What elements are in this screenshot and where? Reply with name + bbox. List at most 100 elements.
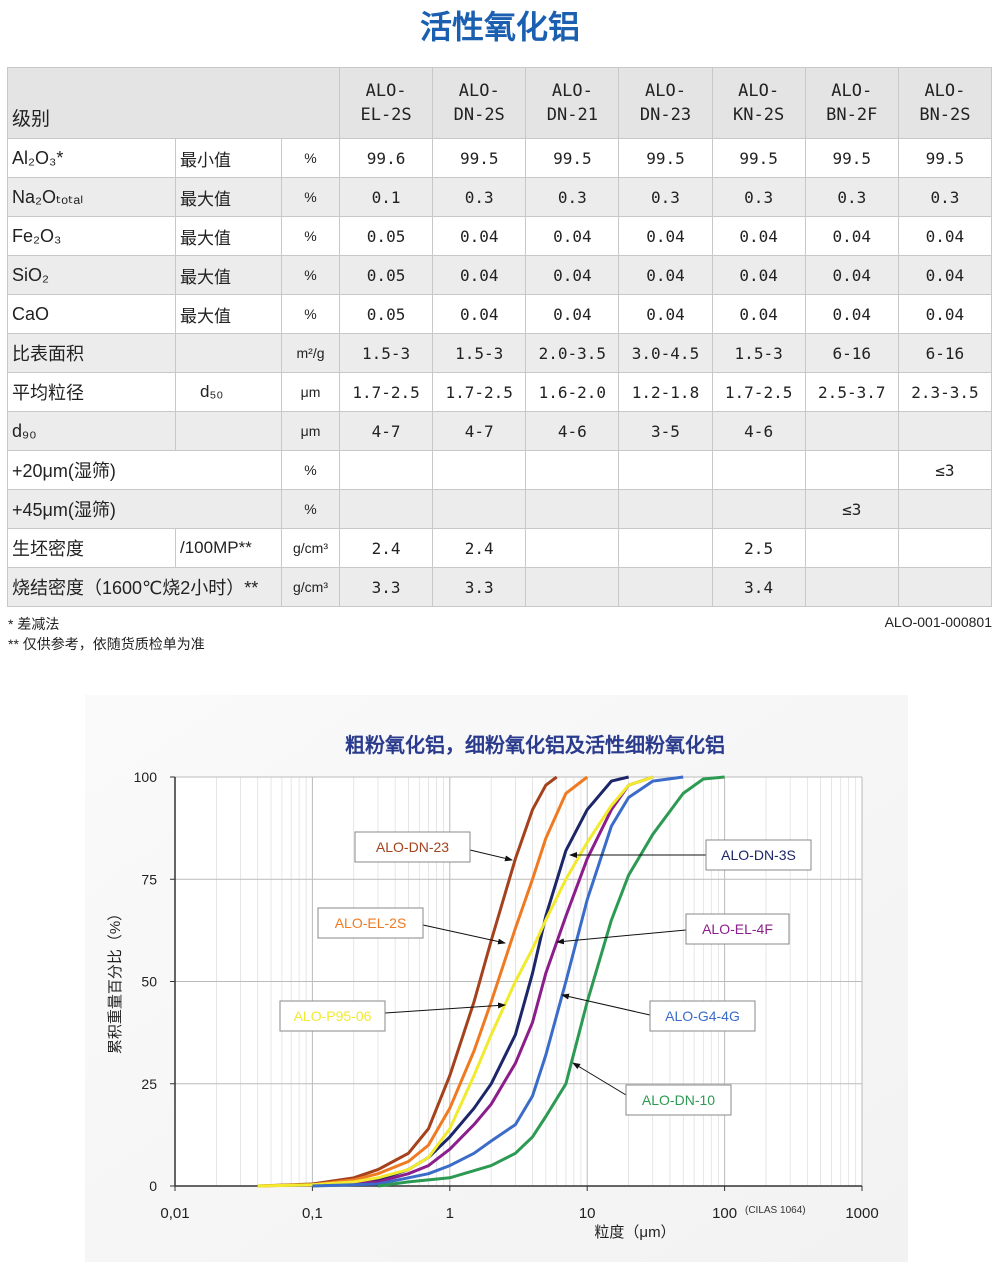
table-cell: 0.05 <box>338 294 434 334</box>
series-line <box>312 775 654 1187</box>
y-tick-label: 50 <box>141 974 157 990</box>
table-cell: 0.04 <box>525 255 620 295</box>
table-cell: 1.5-3 <box>338 333 434 373</box>
table-cell: 99.5 <box>525 138 620 178</box>
table-row: 比表面积 m²/g 1.5-3 1.5-3 2.0-3.5 3.0-4.5 1.5-3 6-1… <box>7 333 993 373</box>
table-cell: CaO <box>7 294 176 334</box>
column-header: ALO- EL-2S <box>338 67 434 139</box>
table-cell: 2.3-3.5 <box>897 372 993 412</box>
table-cell: 0.04 <box>711 255 806 295</box>
table-cell: 0.04 <box>897 294 993 334</box>
series-label: ALO-EL-4F <box>702 921 773 937</box>
table-cell: 生坯密度 <box>7 528 176 568</box>
series-label: ALO-DN-23 <box>376 839 449 855</box>
table-cell: 0.3 <box>711 177 806 217</box>
table-cell <box>175 411 282 451</box>
table-cell: % <box>281 450 340 490</box>
table-cell: 6-16 <box>897 333 993 373</box>
column-header: ALO- KN-2S <box>711 67 806 139</box>
table-cell: 0.04 <box>618 294 713 334</box>
label-box <box>705 839 812 871</box>
label-box <box>317 907 424 939</box>
table-cell: 99.5 <box>711 138 806 178</box>
table-cell: 0.05 <box>338 216 434 256</box>
series-line <box>257 775 589 1188</box>
table-row: SiO₂ 最大值% 0.05 0.04 0.04 0.04 0.04 0.04 0.04 <box>7 255 993 295</box>
table-cell <box>897 411 993 451</box>
table-cell <box>432 450 527 490</box>
table-row: 生坯密度/100MP** g/cm³ 2.4 2.4 2.5 <box>7 528 993 568</box>
table-cell <box>525 489 620 529</box>
table-cell: 99.5 <box>618 138 713 178</box>
table-cell: 6-16 <box>804 333 899 373</box>
table-cell: 2.5-3.7 <box>804 372 899 412</box>
table-cell: 最大值 <box>175 216 282 256</box>
table-cell: 0.04 <box>525 294 620 334</box>
label-arrow <box>469 849 513 862</box>
label-box <box>625 1084 732 1116</box>
table-cell <box>525 450 620 490</box>
table-cell: % <box>281 489 340 529</box>
table-cell: ≤3 <box>897 450 993 490</box>
chart: 粗粉氧化铝，细粉氧化铝及活性细粉氧化铝 (CILAS 1064) 粒度（μm） … <box>85 695 908 1262</box>
series-label: ALO-EL-2S <box>335 915 407 931</box>
table-cell <box>338 489 434 529</box>
table-cell: 2.0-3.5 <box>525 333 620 373</box>
table-cell: 0.04 <box>804 294 899 334</box>
label-arrow <box>561 993 651 1016</box>
table-cell: % <box>281 216 340 256</box>
annotation: (CILAS 1064) <box>745 1205 806 1216</box>
document-code: ALO-001-000801 <box>884 614 992 630</box>
table-cell: μm <box>281 372 340 412</box>
table-cell: 4-6 <box>525 411 620 451</box>
table-cell: m²/g <box>281 333 340 373</box>
table-cell: 0.05 <box>338 255 434 295</box>
table-cell: 4-7 <box>338 411 434 451</box>
table-cell: +20μm(湿筛) <box>7 450 282 490</box>
table-cell: 0.04 <box>432 294 527 334</box>
table-cell: 2.4 <box>432 528 527 568</box>
table-cell: 1.6-2.0 <box>525 372 620 412</box>
table-cell: SiO₂ <box>7 255 176 295</box>
table-cell <box>897 489 993 529</box>
table-cell <box>618 528 713 568</box>
table-cell <box>175 333 282 373</box>
table-cell: μm <box>281 411 340 451</box>
table-row: Na₂Oₜₒₜₐₗ 最大值% 0.1 0.3 0.3 0.3 0.3 0.3 0.3 <box>7 177 993 217</box>
table-cell <box>338 450 434 490</box>
table-cell: d₅₀ <box>175 372 282 412</box>
x-tick-label: 10 <box>579 1205 596 1222</box>
table-cell: 1.5-3 <box>711 333 806 373</box>
y-tick-label: 75 <box>141 871 157 887</box>
table-cell: 3-5 <box>618 411 713 451</box>
table-row: CaO 最大值% 0.05 0.04 0.04 0.04 0.04 0.04 0.04 <box>7 294 993 334</box>
table-cell: +45μm(湿筛) <box>7 489 282 529</box>
x-tick-label: 1000 <box>845 1205 878 1222</box>
table-cell: 0.04 <box>618 255 713 295</box>
table-row: Fe₂O₃ 最大值% 0.05 0.04 0.04 0.04 0.04 0.04 0.04 <box>7 216 993 256</box>
table-cell <box>432 489 527 529</box>
table-cell: 最小值 <box>175 138 282 178</box>
table-cell: 2.4 <box>338 528 434 568</box>
table-cell: 0.04 <box>804 216 899 256</box>
table-cell: 0.04 <box>897 255 993 295</box>
table-cell: 0.04 <box>525 216 620 256</box>
table-cell: % <box>281 138 340 178</box>
table-cell: 3.4 <box>711 567 806 607</box>
table-cell: g/cm³ <box>281 528 340 568</box>
chart-title: 粗粉氧化铝，细粉氧化铝及活性细粉氧化铝 <box>345 733 725 757</box>
table-cell <box>711 489 806 529</box>
table-cell: 0.1 <box>338 177 434 217</box>
table-cell: 3.3 <box>338 567 434 607</box>
table-cell: 2.5 <box>711 528 806 568</box>
label-arrow <box>422 924 506 945</box>
table-cell: Na₂Oₜₒₜₐₗ <box>7 177 176 217</box>
table-cell: 0.04 <box>897 216 993 256</box>
series-label: ALO-G4-4G <box>665 1008 740 1024</box>
column-header: ALO- BN-2S <box>897 67 993 139</box>
table-cell <box>804 411 899 451</box>
table-cell <box>618 450 713 490</box>
label-arrow <box>384 1002 506 1014</box>
table-cell: Fe₂O₃ <box>7 216 176 256</box>
